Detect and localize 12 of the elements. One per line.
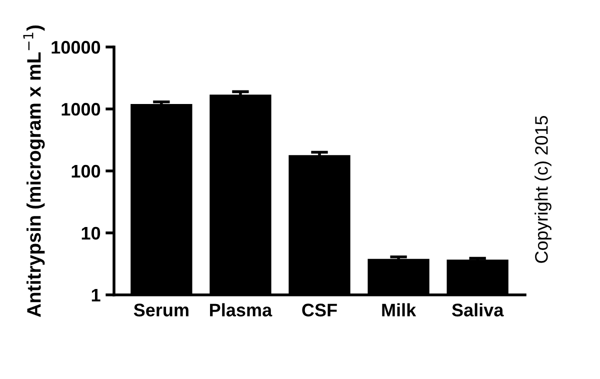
- x-tick-label: Milk: [382, 303, 416, 316]
- text: Copyright (c) 2015: [534, 116, 552, 263]
- y-axis-title: Antitrypsin (microgram x mL$^{−1}$): [23, 25, 45, 318]
- y-tick-label: 10000: [52, 40, 100, 54]
- y-tick-label: 1000: [62, 102, 100, 116]
- x-tick-label: Saliva: [452, 303, 504, 316]
- y-tick-label: 100: [72, 164, 100, 178]
- x-tick-label: CSF: [302, 304, 337, 316]
- y-tick-label: 1: [92, 288, 100, 302]
- x-tick-label: Plasma: [210, 303, 272, 316]
- x-tick-label: Serum: [134, 304, 188, 316]
- y-tick-label: 10: [82, 226, 100, 240]
